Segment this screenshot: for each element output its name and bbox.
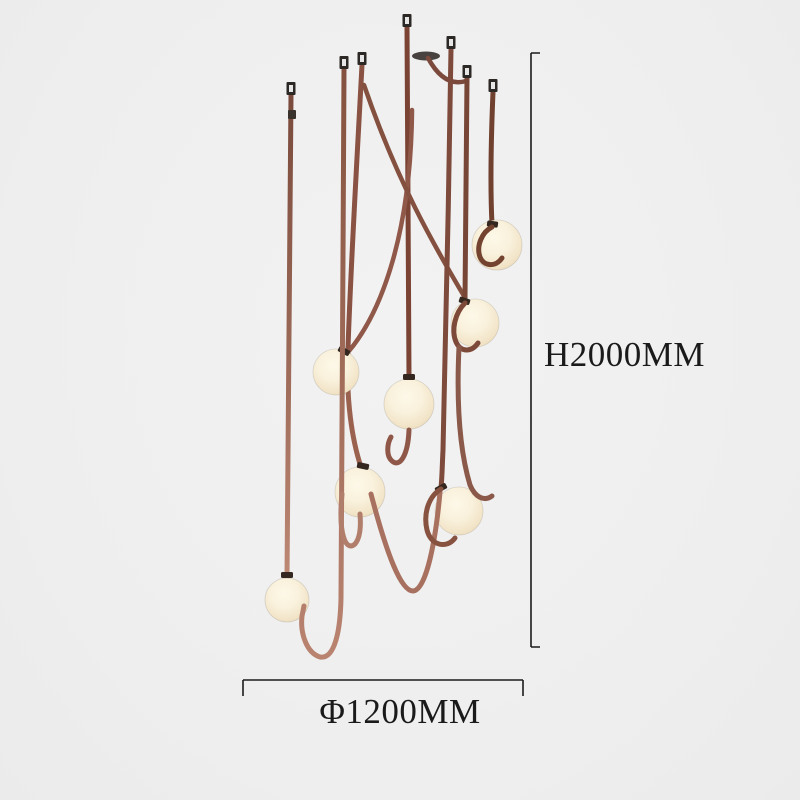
lamp-globes <box>264 219 523 623</box>
height-dimension-label: H2000MM <box>544 335 705 374</box>
lamp-globe <box>450 298 500 348</box>
strap-loop <box>338 491 363 549</box>
strap-buckle <box>288 110 296 119</box>
ceiling-mount <box>462 65 472 78</box>
pendant-lamp-illustration <box>264 14 523 660</box>
lamp-globe <box>434 486 484 536</box>
strap-loop <box>299 66 347 660</box>
strap-swag <box>346 107 415 354</box>
height-dimension-line <box>530 52 540 648</box>
ceiling-mount <box>357 52 367 65</box>
lamp-globe <box>383 378 435 430</box>
diameter-dimension-line <box>242 679 524 696</box>
straps-back <box>284 24 496 580</box>
dimension-diameter: Φ1200MM <box>242 679 524 731</box>
ceiling-canopy <box>412 51 440 61</box>
ceiling-mount <box>446 36 456 49</box>
lamp-globe <box>312 348 360 396</box>
dimension-height: H2000MM <box>530 52 705 648</box>
strap <box>404 24 412 380</box>
strap <box>488 89 496 227</box>
strap-loop <box>423 486 458 548</box>
strap <box>438 46 454 490</box>
strap <box>284 92 294 580</box>
straps-front <box>299 66 505 660</box>
strap-swag <box>361 82 467 299</box>
globe-clip <box>281 572 293 578</box>
ceiling-mounts <box>286 14 498 95</box>
diameter-dimension-label: Φ1200MM <box>319 692 480 731</box>
strap-loop <box>451 300 481 353</box>
ceiling-mount <box>286 82 296 95</box>
strap-loop <box>476 224 505 268</box>
ceiling-mount <box>488 79 498 92</box>
ceiling-mount <box>402 14 412 27</box>
ceiling-mount <box>339 56 349 69</box>
strap-swag <box>368 489 443 594</box>
strap-loop <box>385 427 412 466</box>
strap <box>462 75 470 302</box>
strap-swag <box>425 55 469 85</box>
globe-clip <box>356 462 370 470</box>
strap <box>455 344 495 501</box>
strap <box>345 62 365 351</box>
globe-clip <box>403 374 415 380</box>
